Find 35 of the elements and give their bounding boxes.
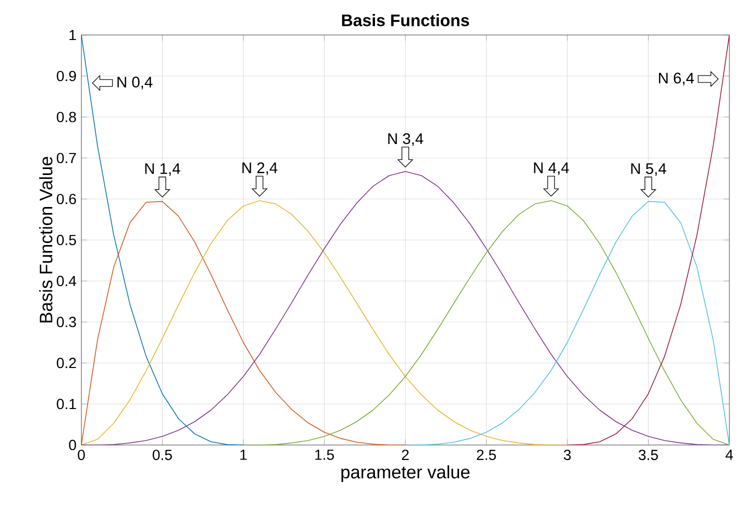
y-tick-label: 0.5 xyxy=(56,234,76,246)
x-tick-label: 1 xyxy=(240,450,247,460)
x-tick-label: 1.5 xyxy=(315,450,334,460)
x-tick-label: 2 xyxy=(402,450,409,460)
annotation: N 3,4 xyxy=(388,133,424,146)
y-tick-label: 0.6 xyxy=(56,194,76,204)
y-tick-label: 0.7 xyxy=(56,152,76,164)
x-tick-label: 3 xyxy=(564,450,571,460)
annotation: N 4,4 xyxy=(534,162,569,176)
line-series xyxy=(81,201,406,445)
y-axis-title: Basis Function Value xyxy=(39,156,52,322)
y-tick-label: 0.9 xyxy=(56,70,76,82)
x-tick-label: 2.5 xyxy=(476,450,496,460)
x-tick-label: 0.5 xyxy=(152,450,172,460)
annotation: N 2,4 xyxy=(242,162,278,176)
x-axis-title: parameter value xyxy=(341,465,470,482)
y-tick-label: 0.3 xyxy=(56,316,76,328)
y-tick-label: 0.2 xyxy=(56,358,76,368)
line-series xyxy=(81,200,568,445)
y-tick-label: 1 xyxy=(70,30,76,40)
line-series xyxy=(81,34,244,445)
x-tick-label: 3.5 xyxy=(638,450,658,460)
annotation: N 0,4 xyxy=(118,76,152,90)
line-series xyxy=(404,201,730,445)
annotation: N 5,4 xyxy=(631,163,666,176)
y-tick-label: 0.8 xyxy=(56,112,76,122)
x-tick-label: 0 xyxy=(78,450,85,460)
x-tick-label: 4 xyxy=(726,450,733,460)
line-series xyxy=(242,200,730,445)
chart-title: Basis Functions xyxy=(342,14,470,26)
y-tick-label: 0.4 xyxy=(56,276,76,286)
y-tick-label: 0.1 xyxy=(56,398,76,410)
annotation: N 6,4 xyxy=(659,72,694,86)
y-tick-label: 0 xyxy=(69,440,76,450)
annotation: N 1,4 xyxy=(145,163,180,176)
